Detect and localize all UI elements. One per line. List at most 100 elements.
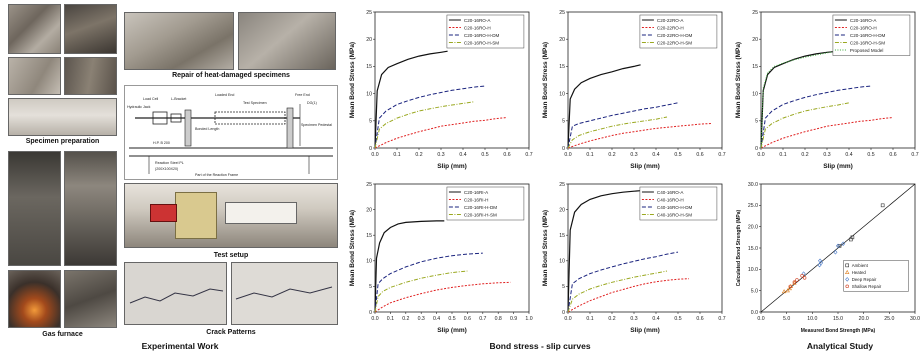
y-tick-label: 25.0	[748, 203, 758, 209]
series-line-C40-16RO-H	[567, 278, 690, 313]
y-tick-label: 0	[562, 146, 565, 152]
x-tick-label: 0.3	[823, 152, 830, 158]
legend-label: Ambient	[852, 263, 869, 268]
x-tick-label: 0.6	[889, 152, 896, 158]
schematic-label: Test Specimen	[243, 101, 267, 105]
repair-photo-2	[238, 12, 336, 70]
x-tick-label: 0.7	[525, 152, 532, 158]
legend-label: C20-16RO-H	[850, 25, 877, 30]
y-axis-label: Calculated Bond Strength (MPa)	[736, 209, 742, 286]
crack-lines-1	[129, 288, 224, 304]
y-tick-label: 5	[755, 119, 758, 125]
schematic-label: Reaction Steel PL	[155, 161, 184, 165]
y-tick-label: 0	[369, 146, 372, 152]
schematic-label: Bonded Length	[195, 127, 219, 131]
legend-label: C20-16RO-H	[464, 25, 491, 30]
x-tick-label: 0.2	[801, 152, 808, 158]
x-axis-label: Measured Bond Strength (MPa)	[801, 328, 876, 334]
x-tick-label: 0.0	[757, 152, 764, 158]
series-line-C20-16RI-H-SM	[374, 270, 468, 313]
y-tick-label: 25	[752, 10, 758, 16]
y-tick-label: 10	[366, 259, 372, 265]
y-tick-label: 15	[366, 64, 372, 70]
y-tick-label: 20	[366, 37, 372, 43]
caption-specimen-preparation: Specimen preparation	[25, 138, 100, 145]
data-point-Ambient	[880, 203, 885, 208]
data-point-Shallow Repair	[802, 276, 807, 280]
legend-label: C20-16RO-H-DM	[850, 33, 886, 38]
y-tick-label: 25	[366, 182, 372, 188]
legend-marker	[845, 284, 849, 289]
y-tick-label: 10.0	[748, 267, 758, 273]
x-tick-label: 0.7	[479, 316, 486, 322]
test-setup-photo	[124, 183, 338, 248]
x-tick-label: 0.7	[718, 152, 725, 158]
x-tick-label: 0.0	[371, 152, 378, 158]
y-tick-label: 5	[369, 284, 372, 290]
y-tick-label: 25	[559, 10, 565, 16]
legend-label: C20-16RI-A	[464, 190, 489, 195]
x-tick-label: 0.2	[402, 316, 409, 322]
schematic-drawing: Load Cell Hydraulic Jack L-Bracket Loaded E…	[127, 93, 333, 177]
bond-slip-chart-1: 0 5 10 15 20 25 0.0 0.1 0.2 0.3 0.4 0.5 0.6 0.7 Slip (…	[349, 10, 533, 170]
x-tick-label: 0.7	[911, 152, 918, 158]
x-tick-label: 20.0	[859, 316, 869, 322]
legend-label: Deep Repair	[852, 277, 877, 282]
specimen-photo-4	[64, 57, 117, 95]
x-tick-label: 0.2	[608, 152, 615, 158]
caption-test-setup: Test setup	[213, 252, 249, 259]
x-tick-label: 0.1	[393, 152, 400, 158]
series-line-C20-16RO-H-SM	[760, 102, 850, 149]
y-tick-label: 5	[562, 119, 565, 125]
x-tick-label: 0.5	[674, 152, 681, 158]
caption-gas-furnace: Gas furnace	[42, 331, 83, 338]
bond-slip-chart-3: 0 5 10 15 20 25 0.0 0.1 0.2 0.3 0.4 0.5 0.6 0.7 0.8 0.9…	[349, 182, 533, 334]
y-tick-label: 20.0	[748, 224, 758, 230]
x-tick-label: 1.0	[525, 316, 532, 322]
schematic-label: L-Bracket	[171, 97, 186, 101]
data-point-Heated	[787, 286, 792, 291]
legend-label: C20-16RI-H	[464, 197, 489, 202]
schematic-label: H.P. B 200	[153, 141, 170, 145]
caption-repair: Repair of heat-damaged specimens	[172, 72, 290, 79]
data-point-Ambient	[849, 237, 853, 242]
crack-photo-1	[124, 262, 227, 325]
legend-label: Proposed Model	[850, 48, 883, 53]
data-point-Shallow Repair	[788, 284, 792, 289]
schematic-label: Hydraulic Jack	[127, 105, 151, 109]
series-line-C20-16RI-H	[374, 281, 511, 313]
x-tick-label: 0.5	[481, 152, 488, 158]
analytical-scatter-chart: 0.0 5.0 10.0 15.0 20.0 25.0 30.0 0.0 5.0 10.0 15.0…	[736, 182, 920, 334]
x-tick-label: 15.0	[833, 316, 843, 322]
x-tick-label: 0.0	[564, 316, 571, 322]
legend-marker	[845, 277, 850, 282]
y-tick-label: 5	[369, 119, 372, 125]
legend-label: C40-16RO-H-DM	[657, 205, 693, 210]
legend-label: Heated	[852, 270, 867, 275]
legend-label: C40-16RO-H	[657, 197, 684, 202]
jack-element	[150, 204, 177, 222]
x-tick-label: 0.4	[652, 152, 659, 158]
data-point-Shallow Repair	[792, 280, 797, 284]
x-tick-label: 0.3	[437, 152, 444, 158]
legend-label: C20-16RI-H-DM	[464, 205, 497, 210]
frame-element	[175, 192, 217, 239]
x-tick-label: 0.5	[867, 152, 874, 158]
x-tick-label: 0.9	[510, 316, 517, 322]
y-tick-label: 5	[562, 284, 565, 290]
y-axis-label: Mean Bond Stress (MPa)	[349, 42, 356, 118]
x-tick-label: 0.6	[503, 152, 510, 158]
x-tick-label: 10.0	[807, 316, 817, 322]
bond-slip-chart-model: 0 5 10 15 20 25 0.0 0.1 0.2 0.3 0.4 0.5 0.6 0.7 Slip (…	[735, 10, 919, 170]
schematic-label: (200X100X20)	[155, 167, 178, 171]
x-tick-label: 5.0	[783, 316, 790, 322]
series-line-C20-16RO-A	[374, 50, 448, 149]
series-line-C20-22RO-A	[567, 64, 641, 149]
furnace-photo-4	[64, 270, 117, 328]
x-tick-label: 0.1	[779, 152, 786, 158]
x-axis-label: Slip (mm)	[437, 327, 467, 334]
y-tick-label: 15	[559, 233, 565, 239]
schematic-label: Load Cell	[143, 97, 158, 101]
x-tick-label: 0.1	[387, 316, 394, 322]
data-point-Heated	[785, 288, 790, 293]
